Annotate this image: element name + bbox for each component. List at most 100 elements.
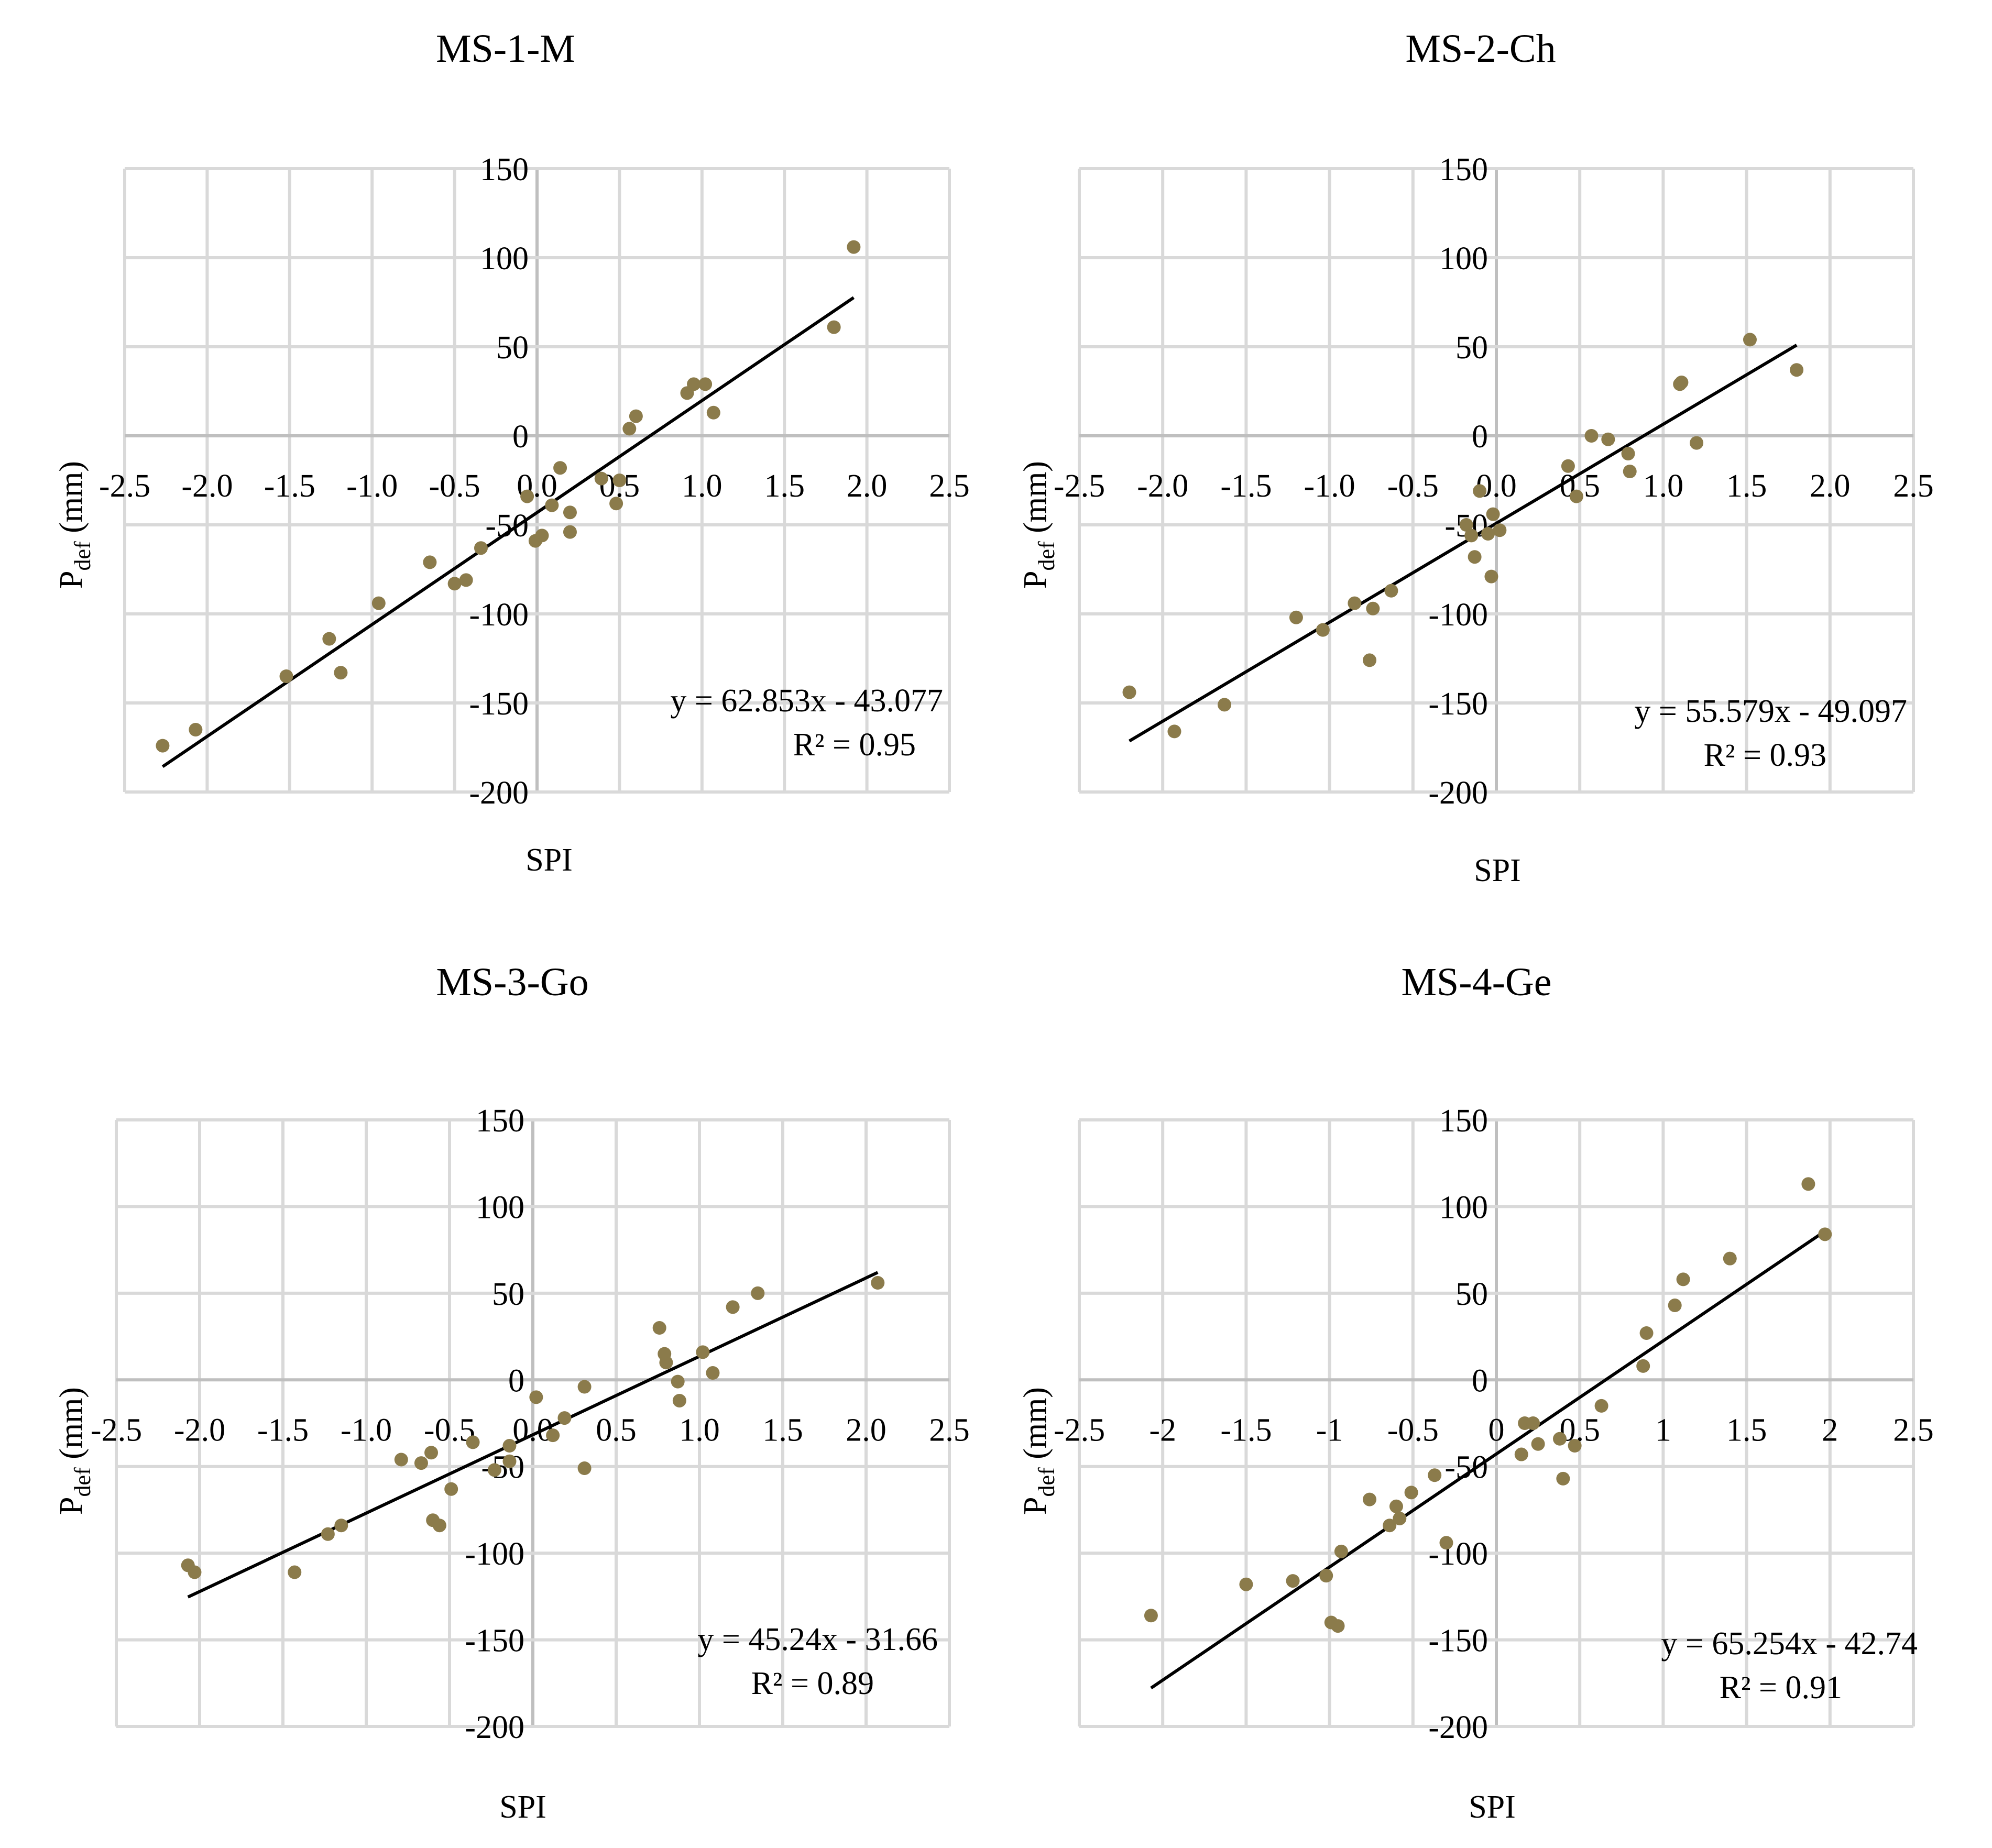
x-tick-label: -0.5 [1387, 1412, 1439, 1448]
data-point [563, 525, 577, 539]
y-tick-label: 0 [1472, 1363, 1488, 1399]
chart-title: MS-4-Ge [1401, 960, 1551, 1004]
y-tick-label: 100 [480, 241, 529, 277]
x-tick-label: -2.0 [181, 468, 233, 504]
y-tick-label: -100 [469, 597, 529, 633]
trendline [1128, 344, 1798, 743]
r-squared: R² = 0.93 [1704, 738, 1826, 773]
y-tick-label: 0 [508, 1363, 524, 1399]
data-point [629, 409, 643, 423]
trendline [187, 1271, 879, 1599]
data-point [546, 1428, 560, 1443]
data-point [577, 1380, 592, 1394]
y-tick-label: -100 [1428, 1536, 1488, 1572]
data-point [871, 1276, 885, 1290]
data-point [1319, 1569, 1333, 1583]
data-point [827, 320, 841, 334]
data-point [321, 1527, 335, 1541]
data-point [1167, 724, 1181, 739]
y-tick-label: -100 [1428, 597, 1488, 633]
x-tick-label: 2.0 [847, 468, 888, 504]
data-point [1289, 610, 1303, 624]
data-point [1601, 432, 1615, 446]
data-point [1801, 1177, 1815, 1191]
data-point [1363, 653, 1377, 667]
data-point [1439, 1536, 1453, 1550]
x-tick-label: 0 [1488, 1412, 1505, 1448]
data-point [1484, 569, 1498, 584]
x-tick-label: -0.5 [429, 468, 480, 504]
y-tick-label: -100 [465, 1536, 524, 1572]
y-tick-label: -200 [1428, 775, 1488, 811]
y-axis-label: Pdef (mm) [1017, 1387, 1059, 1515]
chart-panel-1: -2.5-2.0-1.5-1.0-0.50.00.51.01.52.02.5-2… [53, 27, 970, 878]
data-point [1623, 465, 1637, 478]
data-point [1464, 529, 1479, 543]
chart-panel-3: -2.5 -2.0 -1.5 -1.0 -0.5 0.0 0.5 1.0 1.5 2.0 2.5-2… [53, 960, 970, 1825]
data-point [414, 1456, 428, 1470]
data-point [459, 573, 473, 587]
data-point [1594, 1399, 1608, 1413]
data-point [1383, 1519, 1397, 1533]
data-point [706, 1366, 720, 1380]
data-point [1723, 1251, 1737, 1266]
data-point [622, 422, 637, 436]
data-point [577, 1461, 592, 1476]
data-point [563, 505, 577, 520]
trend-equation: y = 62.853x - 43.077 [670, 683, 943, 719]
x-tick-label: 1 [1655, 1412, 1671, 1448]
y-tick-label: -150 [469, 686, 529, 722]
data-point [1493, 523, 1507, 537]
data-point [1384, 584, 1398, 598]
data-point [1428, 1468, 1442, 1482]
x-tick-label: 1.5 [762, 1412, 803, 1448]
x-axis-label: SPI [499, 1789, 546, 1825]
data-point [671, 1374, 685, 1389]
trendline [161, 296, 855, 768]
data-point [1639, 1326, 1654, 1340]
data-point [189, 723, 203, 736]
data-point [535, 529, 549, 543]
x-tick-label: 1.0 [679, 1412, 720, 1448]
data-point [1668, 1299, 1682, 1313]
trend-equation: y = 65.254x - 42.74 [1661, 1626, 1918, 1662]
data-point [322, 632, 336, 646]
data-point [659, 1356, 673, 1370]
x-tick-label: -0.5 [1387, 468, 1439, 504]
y-axis-label: Pdef (mm) [1017, 461, 1059, 589]
data-point [698, 377, 713, 391]
r-squared: R² = 0.95 [793, 727, 916, 763]
x-tick-label: -1.0 [346, 468, 398, 504]
x-axis-label: SPI [1469, 1789, 1516, 1825]
x-axis-label: SPI [526, 842, 573, 878]
data-point [1459, 518, 1473, 532]
data-point [423, 555, 437, 569]
data-point [1568, 1439, 1582, 1453]
y-tick-label: 50 [492, 1277, 524, 1312]
x-tick-label: -1.5 [257, 1412, 309, 1448]
trend-equation: y = 55.579x - 49.097 [1634, 694, 1907, 729]
x-tick-label: -1.5 [1220, 1412, 1272, 1448]
data-point [1334, 1544, 1348, 1558]
data-point [1514, 1447, 1528, 1461]
y-tick-label: -150 [1428, 686, 1488, 722]
data-point [1348, 596, 1362, 610]
data-point [502, 1439, 517, 1453]
data-point [487, 1463, 501, 1477]
data-point [1404, 1486, 1418, 1500]
data-point [726, 1300, 740, 1314]
data-point [847, 240, 861, 254]
trendline [1150, 1229, 1826, 1690]
x-tick-label: -1 [1316, 1412, 1343, 1448]
data-point [1526, 1416, 1540, 1430]
data-point [502, 1454, 517, 1468]
chart-panel-4: -2.5 -2 -1.5 -1 -0.5 0 0.5 1 1.5 2 2.5-200-150-100… [1017, 960, 1934, 1825]
x-tick-label: 2.5 [929, 468, 970, 504]
data-point [1552, 1432, 1567, 1446]
data-point [672, 1393, 686, 1407]
chart-panel-2: -2.5 -2.0 -1.5 -1.0 -0.5 0.0 0.5 1.0 1.5 2.0 2.5-2… [1017, 27, 1934, 888]
data-point [557, 1411, 572, 1425]
data-point [1316, 623, 1330, 637]
data-point [1556, 1471, 1570, 1486]
x-tick-label: 2.5 [929, 1412, 970, 1448]
